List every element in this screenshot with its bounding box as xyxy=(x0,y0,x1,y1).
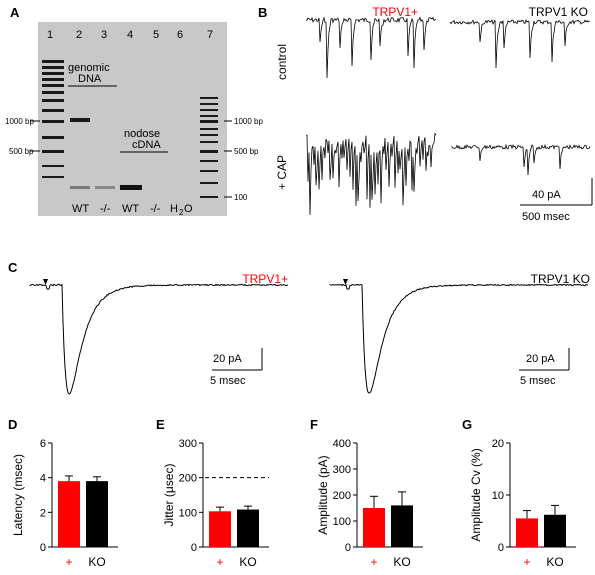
c-label-trpv1: TRPV1+ xyxy=(242,272,288,286)
trace-cap-trpv1 xyxy=(305,132,437,216)
lane-number: 6 xyxy=(177,29,183,41)
scale-bar-c-right xyxy=(519,348,570,371)
lane-number: 5 xyxy=(153,29,159,41)
band-genomic-wt xyxy=(70,118,90,122)
c-label-ko: TRPV1 KO xyxy=(531,272,590,286)
scale-b-x: 500 msec xyxy=(522,211,570,223)
col-label-trpv1: TRPV1+ xyxy=(372,5,418,19)
ladder-lane-7 xyxy=(200,97,218,198)
bar xyxy=(363,508,385,547)
bar xyxy=(209,511,231,547)
y-tick-label: 10 xyxy=(492,490,504,502)
nodose-label: nodose xyxy=(124,128,160,140)
lane-label: WT xyxy=(122,203,139,215)
category-label: + xyxy=(370,555,377,569)
marker-right: 500 bp xyxy=(234,147,259,156)
category-label: + xyxy=(216,555,223,569)
ladder-lane-1 xyxy=(42,60,64,178)
y-tick-label: 100 xyxy=(179,507,197,519)
bar xyxy=(516,518,538,547)
panel-e-letter: E xyxy=(156,417,165,432)
bar xyxy=(58,481,80,547)
panel-d-letter: D xyxy=(8,417,17,432)
y-axis-label: Latency (msec) xyxy=(11,454,25,536)
lane-label: H xyxy=(170,203,178,215)
panel-c-letter: C xyxy=(8,260,18,275)
y-tick-label: 100 xyxy=(333,516,351,528)
category-label: KO xyxy=(88,555,105,569)
y-tick-label: 0 xyxy=(498,542,504,554)
y-tick-label: 0 xyxy=(345,542,351,554)
trace-control-ko xyxy=(449,19,591,69)
marker-left: 1000 bp xyxy=(5,117,34,126)
dna-label: DNA xyxy=(78,73,102,85)
genomic-label: genomic xyxy=(68,62,110,74)
trace-cap-ko xyxy=(451,143,591,176)
bar xyxy=(237,509,259,547)
y-axis-label: Amplitude Cv (%) xyxy=(469,448,483,541)
epsc-trace-trpv1 xyxy=(29,283,289,395)
lane-label: WT xyxy=(72,203,89,215)
lane-label: O xyxy=(184,203,193,215)
y-tick-label: 400 xyxy=(333,438,351,450)
lane-label: -/- xyxy=(150,203,161,215)
y-tick-label: 300 xyxy=(179,438,197,450)
scale-bar-b xyxy=(520,178,593,206)
y-tick-label: 20 xyxy=(492,438,504,450)
lane-number: 3 xyxy=(101,29,107,41)
marker-right: 100 xyxy=(234,193,248,202)
scale-c-y: 20 pA xyxy=(213,353,242,365)
marker-right: 1000 bp xyxy=(234,117,263,126)
lane-number: 4 xyxy=(127,29,133,41)
cdna-label: cDNA xyxy=(132,139,161,151)
scale-bar-c-left xyxy=(212,348,263,371)
lane-number: 7 xyxy=(207,29,213,41)
epsc-trace-ko xyxy=(329,283,588,394)
row-label-control: control xyxy=(275,44,289,80)
panel-b-letter: B xyxy=(258,5,267,20)
bar xyxy=(544,514,566,547)
panel-f-letter: F xyxy=(310,417,318,432)
lane-number: 1 xyxy=(47,29,53,41)
y-axis-label: Jitter (μsec) xyxy=(162,464,176,527)
y-tick-label: 4 xyxy=(40,473,46,485)
panel-g-letter: G xyxy=(462,417,472,432)
y-tick-label: 0 xyxy=(191,542,197,554)
panel-a-letter: A xyxy=(10,5,20,20)
stimulus-arrowhead xyxy=(343,279,348,285)
band-wt-lower xyxy=(70,186,90,189)
bar xyxy=(86,481,108,547)
y-tick-label: 200 xyxy=(333,490,351,502)
category-label: KO xyxy=(239,555,256,569)
scale-b-y: 40 pA xyxy=(532,189,561,201)
scale-c-y: 20 pA xyxy=(526,353,555,365)
lane-label: -/- xyxy=(100,203,111,215)
y-axis-label: Amplitude (pA) xyxy=(316,455,330,534)
category-label: KO xyxy=(393,555,410,569)
lane-numbers: 1 2 3 4 5 6 7 xyxy=(47,29,213,41)
bar xyxy=(391,505,413,547)
y-tick-label: 300 xyxy=(333,464,351,476)
y-tick-label: 200 xyxy=(179,473,197,485)
row-label-cap: + CAP xyxy=(275,155,289,190)
trace-control-trpv1 xyxy=(305,16,437,79)
y-tick-label: 2 xyxy=(40,507,46,519)
scale-c-x: 5 msec xyxy=(520,375,556,387)
y-tick-label: 0 xyxy=(40,542,46,554)
band-ko-lower xyxy=(95,186,115,189)
lane-number: 2 xyxy=(76,29,82,41)
marker-left: 500 bp xyxy=(9,147,34,156)
category-label: + xyxy=(523,555,530,569)
stimulus-arrowhead xyxy=(43,279,48,285)
col-label-ko: TRPV1 KO xyxy=(529,5,588,19)
band-nodose-wt xyxy=(120,185,142,190)
lane-labels: WT -/- WT -/- H 2 O xyxy=(72,203,193,217)
category-label: + xyxy=(65,555,72,569)
y-tick-label: 6 xyxy=(40,438,46,450)
lane-label-subscript: 2 xyxy=(179,208,184,217)
scale-c-x: 5 msec xyxy=(210,375,246,387)
category-label: KO xyxy=(546,555,563,569)
gel-background xyxy=(38,22,227,216)
